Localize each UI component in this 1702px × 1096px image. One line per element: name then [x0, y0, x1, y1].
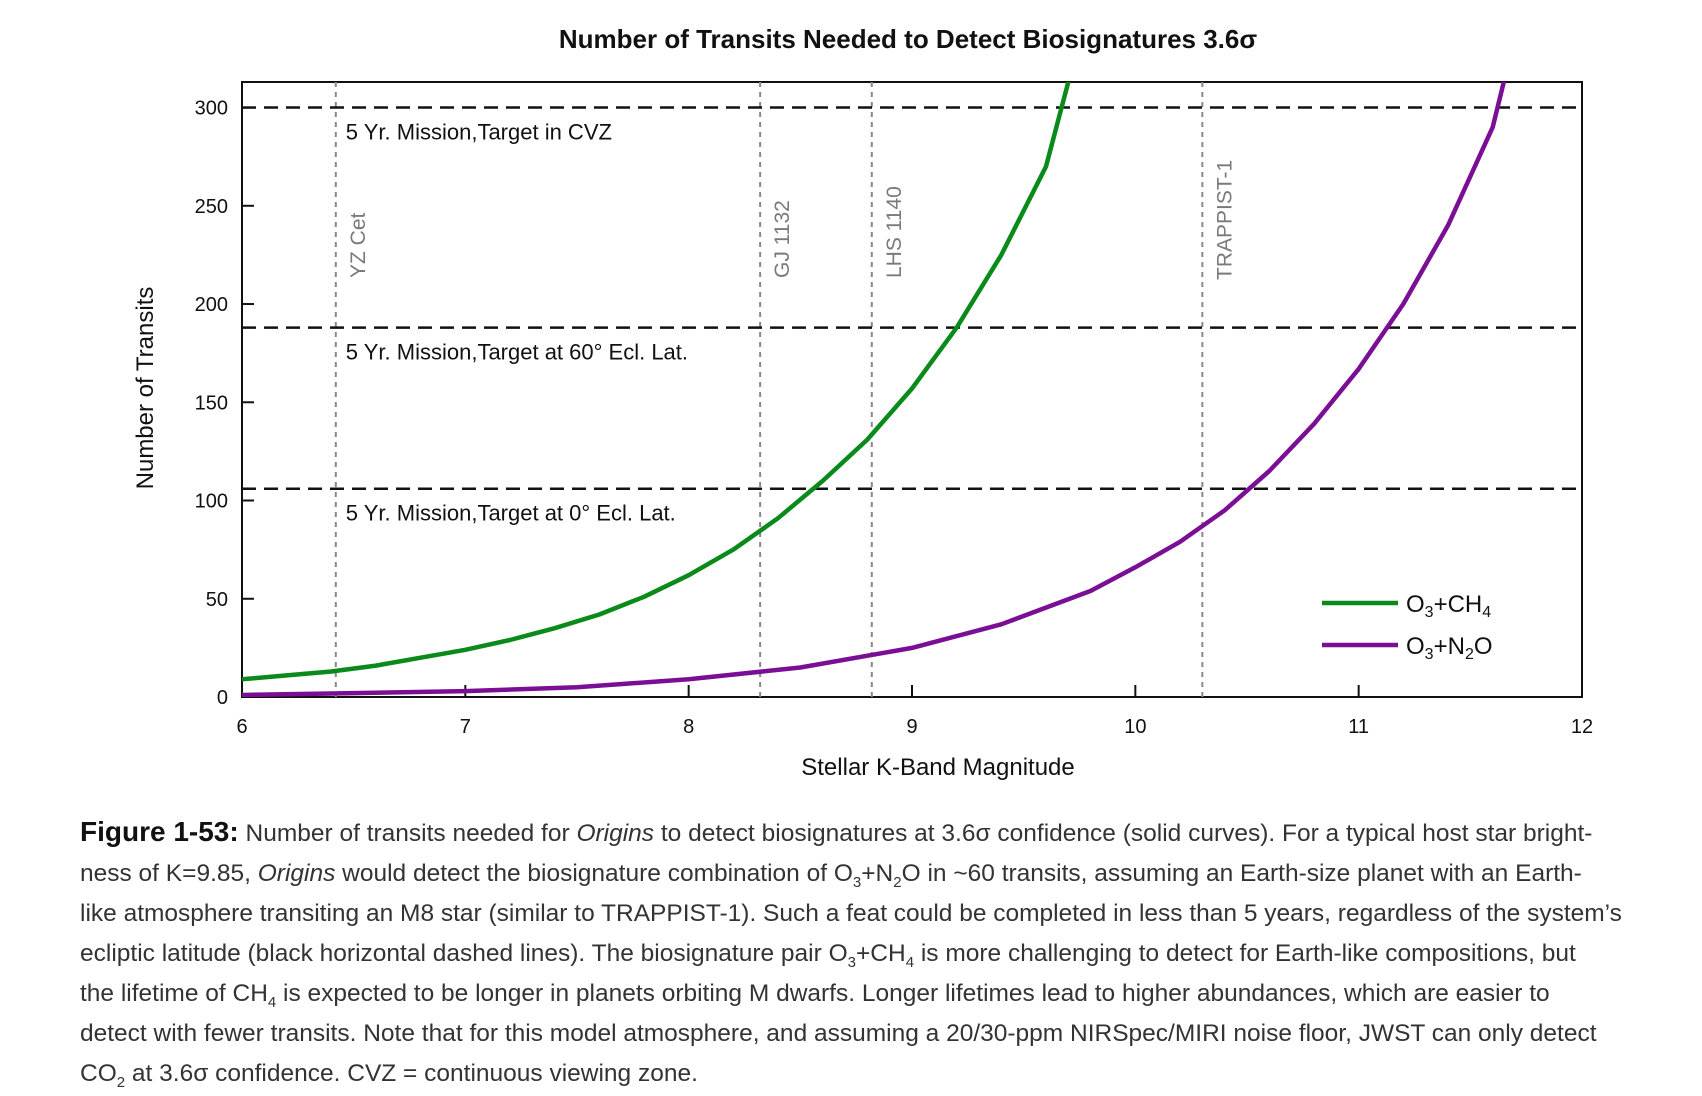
caption-line: ecliptic latitude (black horizontal dash… [80, 940, 1576, 971]
figure-caption: Figure 1-53: Number of transits needed f… [80, 812, 1670, 1094]
figure-label: Figure 1-53: [80, 816, 239, 847]
caption-line: the lifetime of CH4 is expected to be lo… [80, 980, 1550, 1011]
series-line-o3-n2o [242, 82, 1507, 697]
legend-entry: O3+CH4 [1406, 591, 1491, 621]
x-tick-label: 6 [236, 716, 247, 738]
caption-line: ness of K=9.85, Origins would detect the… [80, 860, 1582, 891]
x-tick-label: 7 [460, 716, 471, 738]
y-tick-label: 200 [195, 294, 228, 316]
caption-line: CO2 at 3.6σ confidence. CVZ = continuous… [80, 1060, 698, 1091]
star-label: YZ Cet [347, 212, 370, 278]
y-tick-label: 250 [195, 196, 228, 218]
series-line-o3-ch4 [242, 82, 1071, 682]
y-tick-label: 50 [206, 589, 228, 611]
x-tick-label: 9 [906, 716, 917, 738]
legend-entry: O3+N2O [1406, 633, 1493, 663]
star-label: GJ 1132 [771, 200, 794, 278]
y-tick-label: 300 [195, 98, 228, 120]
x-tick-label: 10 [1124, 716, 1146, 738]
transits-chart: Number of Transits Needed to Detect Bios… [132, 24, 1593, 781]
mission-threshold-label: 5 Yr. Mission,Target at 60° Ecl. Lat. [346, 340, 688, 365]
x-tick-label: 12 [1571, 716, 1593, 738]
plot-area: 6 7 8 9 10 11 12 0 50 100 150 200 250 300 5 Yr. Missio… [195, 81, 1593, 738]
y-tick-label: 100 [195, 491, 228, 513]
mission-threshold-label: 5 Yr. Mission,Target at 0° Ecl. Lat. [346, 501, 676, 526]
star-label: LHS 1140 [883, 186, 906, 278]
series-group [242, 82, 1507, 697]
caption-line: Number of transits needed for Origins to… [238, 820, 1593, 847]
caption-line: like atmosphere transiting an M8 star (s… [80, 900, 1622, 927]
y-tick-label: 0 [217, 687, 228, 709]
y-axis-label: Number of Transits [132, 287, 159, 490]
mission-threshold-label: 5 Yr. Mission,Target in CVZ [346, 120, 612, 145]
caption-line: detect with fewer transits. Note that fo… [80, 1020, 1597, 1047]
x-tick-label: 11 [1348, 716, 1369, 738]
star-label: TRAPPIST-1 [1213, 160, 1236, 280]
y-tick-label: 150 [195, 392, 228, 414]
chart-title: Number of Transits Needed to Detect Bios… [559, 24, 1257, 54]
x-axis-label: Stellar K-Band Magnitude [801, 754, 1075, 781]
x-tick-label: 8 [683, 716, 694, 738]
